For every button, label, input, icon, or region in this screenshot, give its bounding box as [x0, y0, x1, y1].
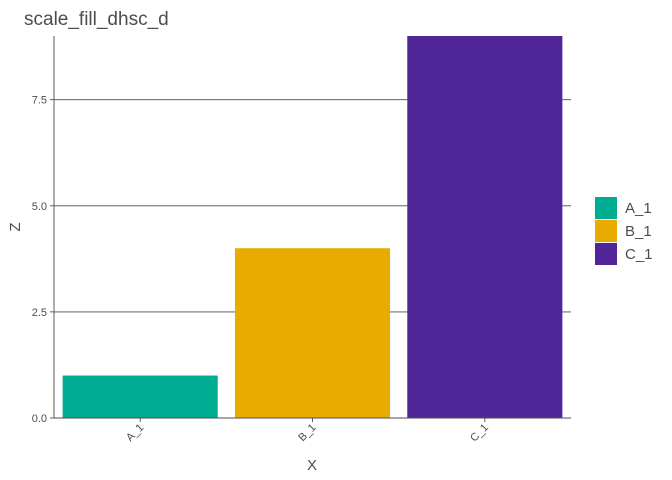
bar-B_1	[234, 248, 391, 418]
legend-label-A_1: A_1	[625, 200, 652, 217]
bars	[62, 36, 563, 418]
y-axis-label: Z	[7, 222, 24, 231]
x-tick-label-B_1: B_1	[296, 422, 318, 444]
x-tick-label-C_1: C_1	[468, 422, 491, 445]
y-tick-label-0: 0.0	[32, 413, 47, 425]
y-ticks: 0.0 2.5 5.0 7.5	[32, 95, 54, 425]
bar-A_1	[62, 375, 218, 418]
legend: A_1 B_1 C_1	[595, 197, 653, 265]
x-axis-label: X	[307, 457, 317, 474]
x-tick-label-A_1: A_1	[124, 422, 146, 444]
legend-key-A_1	[595, 197, 617, 219]
legend-label-B_1: B_1	[625, 223, 652, 240]
x-ticks: A_1 B_1 C_1	[124, 418, 491, 444]
y-tick-label-3: 7.5	[32, 95, 47, 107]
legend-key-B_1	[595, 220, 617, 242]
legend-key-C_1	[595, 243, 617, 265]
chart-title: scale_fill_dhsc_d	[24, 9, 169, 30]
bar-C_1	[407, 36, 563, 418]
y-tick-label-2: 5.0	[32, 201, 47, 213]
y-tick-label-1: 2.5	[32, 307, 47, 319]
legend-label-C_1: C_1	[625, 246, 653, 263]
